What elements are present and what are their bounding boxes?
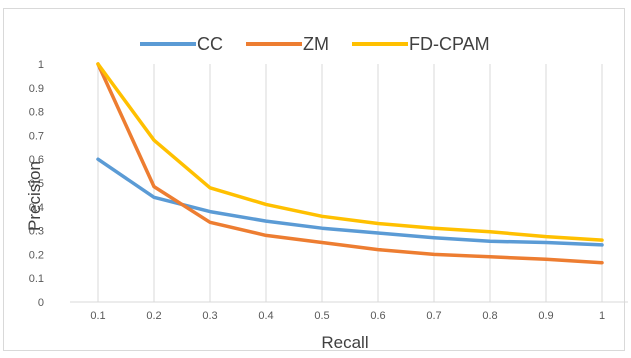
y-tick-label: 0.7 xyxy=(29,130,44,142)
series-lines xyxy=(96,62,604,265)
x-tick-label: 0.6 xyxy=(370,310,385,322)
legend-item-cc: CC xyxy=(140,34,223,54)
series-line-fd-cpam xyxy=(96,62,604,242)
x-tick-label: 0.5 xyxy=(314,310,329,322)
y-tick-labels: 0 0.1 0.2 0.3 0.4 0.5 0.6 0.7 0.8 0.9 1 xyxy=(29,59,44,309)
y-axis-title: Precision xyxy=(25,161,44,231)
y-tick-label: 0.8 xyxy=(29,107,44,119)
y-tick-label: 0.5 xyxy=(29,178,44,190)
y-tick-label: 0.1 xyxy=(29,273,44,285)
x-axis-title: Recall xyxy=(321,333,368,352)
x-tick-label: 0.3 xyxy=(202,310,217,322)
x-tick-label: 0.9 xyxy=(538,310,553,322)
y-tick-label: 1 xyxy=(38,59,44,71)
x-tick-label: 0.7 xyxy=(426,310,441,322)
legend: CC ZM FD-CPAM xyxy=(140,34,490,54)
x-tick-label: 0.4 xyxy=(258,310,273,322)
legend-item-zm: ZM xyxy=(246,34,329,54)
series-line-cc xyxy=(96,157,604,247)
y-tick-label: 0.4 xyxy=(29,202,44,214)
x-tick-label: 0.2 xyxy=(146,310,161,322)
legend-item-fd-cpam: FD-CPAM xyxy=(352,34,490,54)
y-tick-label: 0.2 xyxy=(29,249,44,261)
chart-frame xyxy=(3,8,625,351)
x-tick-label: 0.8 xyxy=(482,310,497,322)
x-tick-label: 1 xyxy=(599,310,605,322)
legend-label: ZM xyxy=(303,34,329,54)
y-tick-label: 0 xyxy=(38,297,44,309)
series-line-zm xyxy=(96,62,604,265)
legend-label: FD-CPAM xyxy=(409,34,490,54)
gridlines xyxy=(97,64,603,302)
y-tick-label: 0.6 xyxy=(29,154,44,166)
x-tick-label: 0.1 xyxy=(90,310,105,322)
legend-label: CC xyxy=(197,34,223,54)
y-tick-label: 0.9 xyxy=(29,83,44,95)
x-tick-labels: 0.1 0.2 0.3 0.4 0.5 0.6 0.7 0.8 0.9 1 xyxy=(90,310,605,322)
y-tick-label: 0.3 xyxy=(29,226,44,238)
